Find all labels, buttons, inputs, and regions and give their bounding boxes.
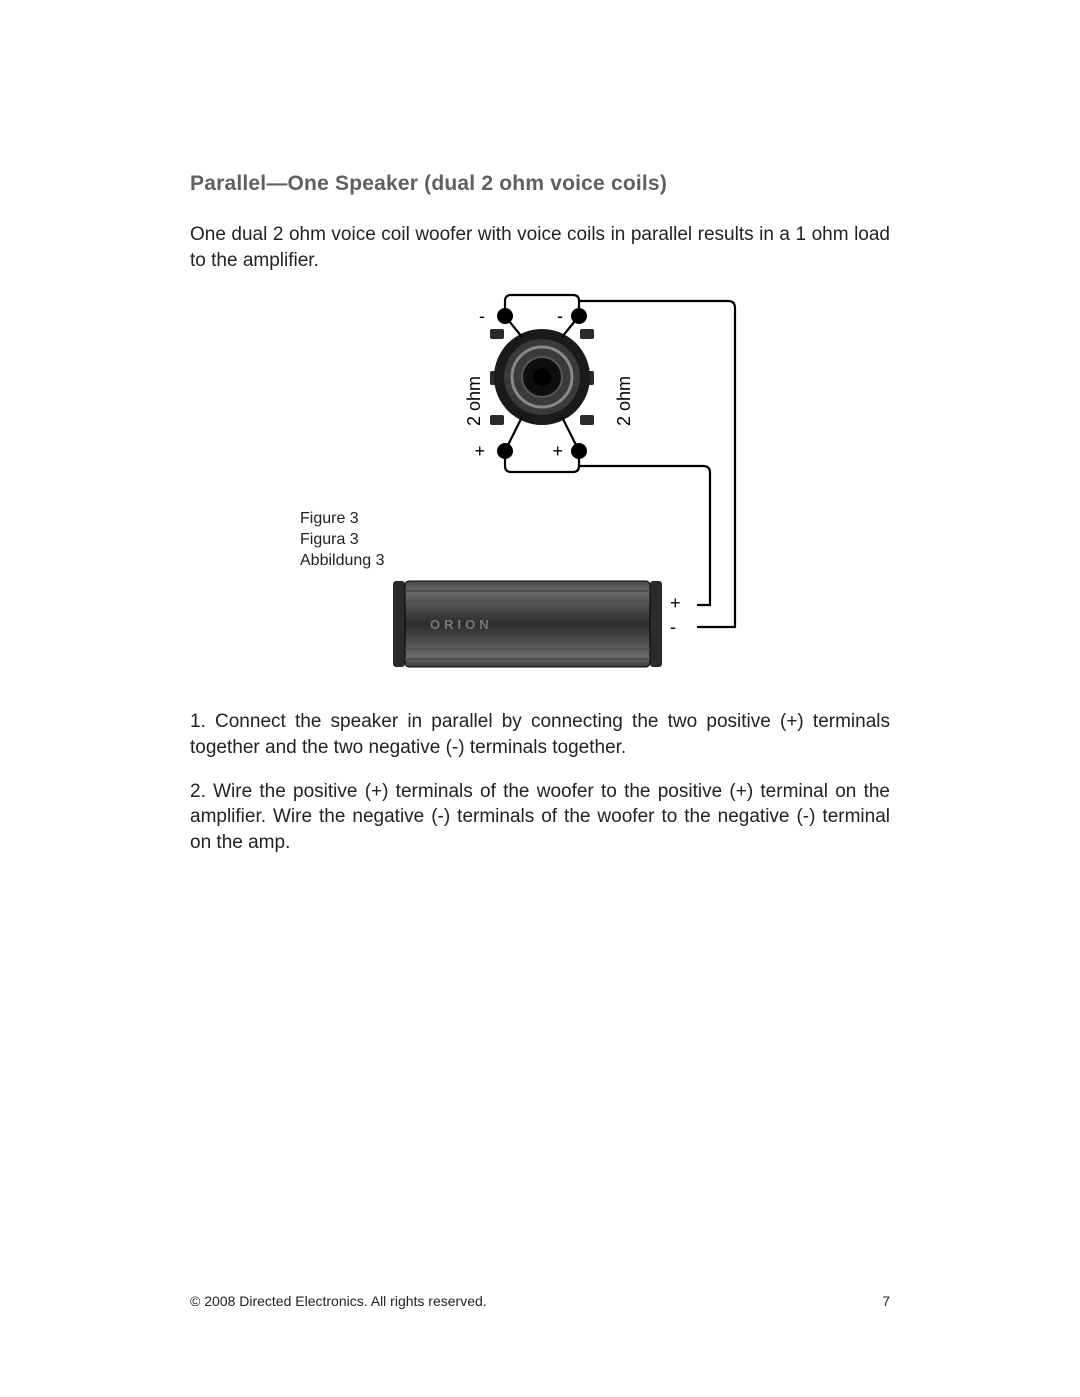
sign-minus: - (479, 306, 485, 326)
speaker-icon (490, 329, 594, 425)
intro-paragraph: One dual 2 ohm voice coil woofer with vo… (190, 222, 890, 273)
wiring-diagram: - - + + 2 ohm 2 ohm + - (290, 291, 990, 691)
figure-caption-es: Figura 3 (300, 530, 385, 551)
page-footer: © 2008 Directed Electronics. All rights … (190, 1293, 890, 1309)
step-1: 1. Connect the speaker in parallel by co… (190, 709, 890, 760)
sign-plus: + (552, 441, 563, 461)
figure-caption-en: Figure 3 (300, 509, 385, 530)
amp-minus-sign: - (670, 617, 676, 637)
amp-brand-text: ORION (430, 617, 493, 632)
figure-caption-de: Abbildung 3 (300, 551, 385, 572)
ohm-label-right: 2 ohm (614, 376, 634, 426)
sign-plus: + (474, 441, 485, 461)
copyright-text: © 2008 Directed Electronics. All rights … (190, 1293, 487, 1309)
page-number: 7 (882, 1293, 890, 1309)
step-2: 2. Wire the positive (+) terminals of th… (190, 779, 890, 856)
ohm-label-left: 2 ohm (464, 376, 484, 426)
wiring-diagram-figure: Figure 3 Figura 3 Abbildung 3 (290, 291, 990, 691)
manual-page: Parallel—One Speaker (dual 2 ohm voice c… (0, 0, 1080, 1397)
sign-minus: - (557, 306, 563, 326)
amplifier-icon: ORION (393, 581, 662, 667)
amp-plus-sign: + (670, 593, 681, 613)
figure-caption-block: Figure 3 Figura 3 Abbildung 3 (300, 509, 385, 571)
section-heading: Parallel—One Speaker (dual 2 ohm voice c… (190, 172, 890, 196)
